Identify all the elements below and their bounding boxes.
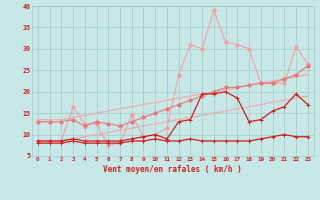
X-axis label: Vent moyen/en rafales ( km/h ): Vent moyen/en rafales ( km/h ) xyxy=(103,165,242,174)
